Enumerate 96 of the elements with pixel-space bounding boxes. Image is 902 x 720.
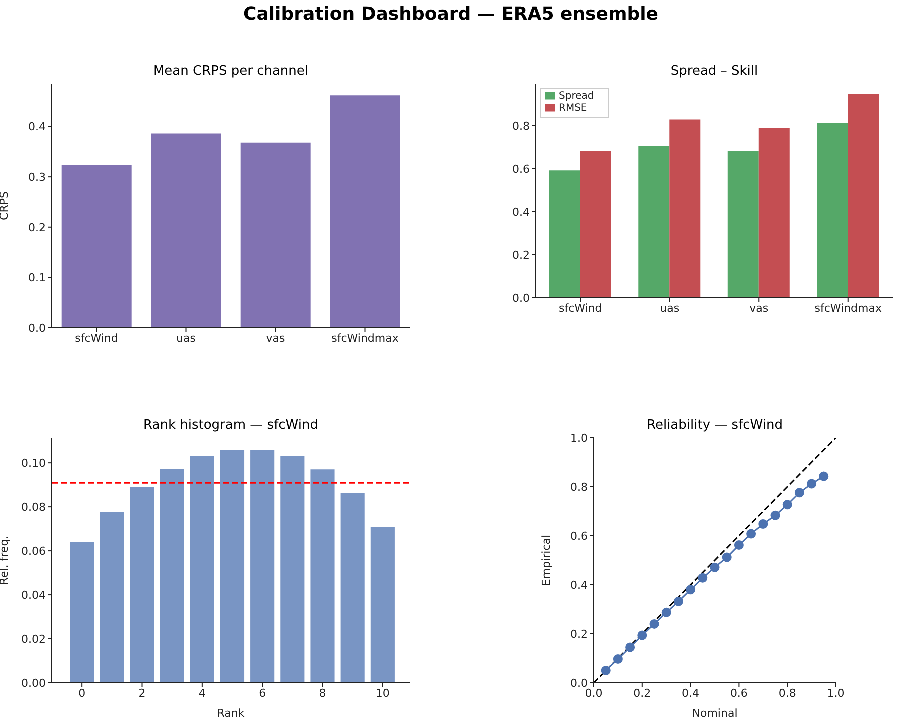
text: Calibration Dashboard — ERA5 ensemble xyxy=(242,4,660,25)
bar xyxy=(220,450,245,683)
x-tick-label: 0.4 xyxy=(682,686,700,700)
y-tick-label: 0.2 xyxy=(28,221,46,234)
point xyxy=(746,529,756,539)
x-tick-label: uas xyxy=(660,302,680,315)
y-tick-label: 0.04 xyxy=(22,588,46,602)
x-tick-label: 2 xyxy=(138,686,146,700)
y-axis-title: CRPS xyxy=(0,192,11,220)
point xyxy=(722,552,732,562)
y-tick-label: 0.0 xyxy=(28,322,46,335)
point xyxy=(686,585,696,595)
bar xyxy=(151,134,222,328)
bar xyxy=(817,123,848,298)
y-tick-label: 0.8 xyxy=(512,120,530,133)
point xyxy=(770,510,780,520)
y-tick-label: 0.6 xyxy=(512,162,530,176)
point xyxy=(674,596,684,606)
point xyxy=(650,619,660,629)
y-tick-label: 0.00 xyxy=(22,676,46,690)
chart-title: Reliability — sfcWind xyxy=(646,418,784,433)
bar xyxy=(549,170,580,298)
bar xyxy=(130,487,154,683)
y-tick-label: 0.1 xyxy=(28,272,46,285)
bar xyxy=(330,96,400,328)
point xyxy=(807,479,817,489)
x-tick-label: 0.2 xyxy=(634,686,652,700)
bar xyxy=(190,456,214,683)
x-tick-label: 4 xyxy=(198,686,206,700)
point xyxy=(710,562,720,572)
bar xyxy=(670,120,701,298)
point xyxy=(626,642,636,652)
y-tick-label: 0.0 xyxy=(570,676,588,690)
legend-label: RMSE xyxy=(559,103,588,114)
y-tick-label: 0.06 xyxy=(22,544,46,558)
x-axis-title: Rank xyxy=(217,707,246,720)
y-tick-label: 0.02 xyxy=(22,632,46,646)
bar xyxy=(340,492,365,683)
point xyxy=(601,666,611,676)
x-tick-label: 10 xyxy=(376,686,390,700)
bar xyxy=(100,512,124,683)
x-tick-label: 0.8 xyxy=(778,686,796,700)
y-tick-label: 0.2 xyxy=(570,628,588,641)
x-tick-label: 0.0 xyxy=(585,686,603,700)
y-tick-label: 0.8 xyxy=(570,480,588,494)
legend-label: Spread xyxy=(559,91,594,102)
x-tick-label: 8 xyxy=(319,686,326,700)
x-tick-label: vas xyxy=(266,332,286,345)
point xyxy=(698,573,708,583)
x-tick-label: sfcWindmax xyxy=(814,302,882,315)
x-tick-label: 0 xyxy=(78,686,86,700)
y-tick-label: 0.4 xyxy=(512,206,530,219)
point xyxy=(819,472,829,482)
bar xyxy=(240,142,311,328)
x-tick-label: sfcWind xyxy=(75,332,118,345)
y-tick-label: 0.3 xyxy=(28,170,46,184)
y-tick-label: 0.08 xyxy=(22,500,46,514)
point xyxy=(613,654,623,664)
x-tick-label: uas xyxy=(176,332,196,345)
x-axis-title: Nominal xyxy=(692,707,738,720)
x-tick-label: 0.6 xyxy=(730,686,748,700)
x-tick-label: 6 xyxy=(259,686,266,700)
chart-title: Rank histogram — sfcWind xyxy=(142,418,320,433)
bar xyxy=(160,469,184,683)
point xyxy=(758,519,768,529)
x-tick-label: sfcWind xyxy=(558,302,602,315)
y-tick-label: 0.4 xyxy=(570,578,588,592)
chart-title: Spread – Skill xyxy=(670,64,760,79)
y-tick-label: 0.10 xyxy=(22,456,46,470)
y-tick-label: 0.4 xyxy=(28,120,46,134)
y-tick-label: 0.0 xyxy=(512,292,530,305)
chart-title: Mean CRPS per channel xyxy=(152,64,310,79)
point xyxy=(638,630,648,640)
bar xyxy=(728,151,759,298)
bar xyxy=(250,450,275,683)
point xyxy=(662,608,672,618)
bar xyxy=(638,146,670,298)
y-axis-title: Rel. freq. xyxy=(0,536,11,586)
y-axis-title: Empirical xyxy=(540,534,553,586)
point xyxy=(794,488,804,498)
bar xyxy=(280,456,305,683)
bar xyxy=(848,94,880,298)
point xyxy=(734,540,744,550)
bar xyxy=(70,542,94,683)
bar xyxy=(580,151,612,298)
x-tick-label: sfcWindmax xyxy=(332,332,400,345)
x-tick-label: vas xyxy=(750,302,769,315)
bar xyxy=(310,470,335,683)
x-tick-label: 1.0 xyxy=(827,686,845,700)
bar xyxy=(370,527,395,683)
bar xyxy=(62,165,132,328)
point xyxy=(782,500,792,510)
y-tick-label: 1.0 xyxy=(570,432,588,445)
bar xyxy=(758,128,790,298)
y-tick-label: 0.6 xyxy=(570,530,588,543)
y-tick-label: 0.2 xyxy=(512,248,530,262)
